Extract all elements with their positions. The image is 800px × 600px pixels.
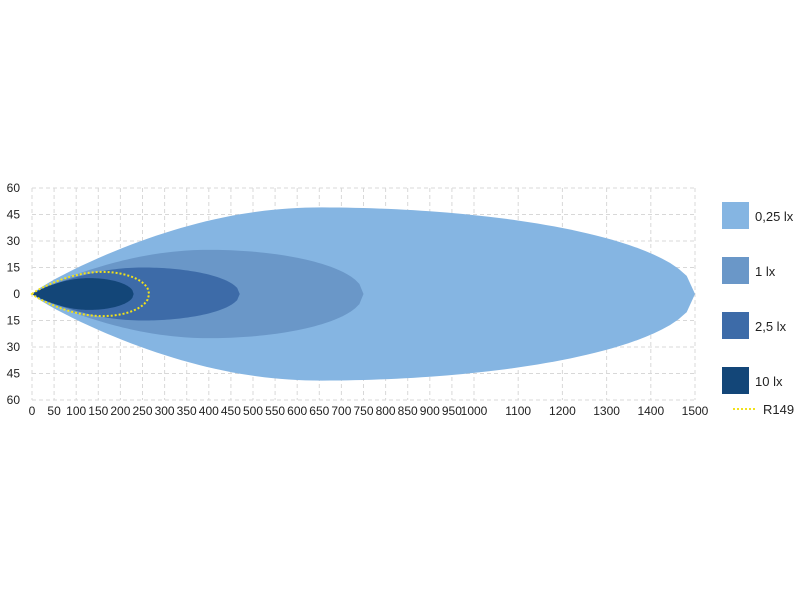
legend-label: 1 lx xyxy=(755,264,776,279)
x-tick-label: 50 xyxy=(47,404,61,418)
x-tick-label: 1400 xyxy=(637,404,664,418)
y-tick-label: 45 xyxy=(7,208,21,222)
x-tick-label: 1000 xyxy=(461,404,488,418)
x-tick-label: 650 xyxy=(309,404,329,418)
x-tick-label: 950 xyxy=(442,404,462,418)
x-tick-label: 300 xyxy=(155,404,175,418)
x-tick-label: 100 xyxy=(66,404,86,418)
legend-swatch xyxy=(722,202,749,229)
x-tick-label: 750 xyxy=(353,404,373,418)
isolux-zone-3 xyxy=(32,278,134,310)
x-tick-label: 400 xyxy=(199,404,219,418)
x-tick-label: 1200 xyxy=(549,404,576,418)
y-tick-label: 60 xyxy=(7,181,21,195)
x-tick-label: 700 xyxy=(331,404,351,418)
x-tick-label: 350 xyxy=(177,404,197,418)
x-tick-label: 1300 xyxy=(593,404,620,418)
x-tick-label: 800 xyxy=(376,404,396,418)
legend-swatch xyxy=(722,367,749,394)
y-tick-label: 30 xyxy=(7,234,21,248)
x-tick-label: 450 xyxy=(221,404,241,418)
x-tick-label: 1500 xyxy=(682,404,709,418)
y-tick-label: 0 xyxy=(13,287,20,301)
legend-label: 10 lx xyxy=(755,374,783,389)
legend-label: 2,5 lx xyxy=(755,319,787,334)
x-tick-label: 150 xyxy=(88,404,108,418)
y-tick-label: 15 xyxy=(7,314,21,328)
legend-label: 0,25 lx xyxy=(755,209,794,224)
x-tick-label: 600 xyxy=(287,404,307,418)
y-tick-label: 15 xyxy=(7,261,21,275)
legend-swatch xyxy=(722,312,749,339)
y-tick-label: 60 xyxy=(7,393,21,407)
x-tick-label: 500 xyxy=(243,404,263,418)
x-tick-label: 250 xyxy=(132,404,152,418)
legend-swatch xyxy=(722,257,749,284)
y-tick-label: 45 xyxy=(7,367,21,381)
legend-label: R149 xyxy=(763,402,794,417)
x-tick-label: 1100 xyxy=(505,404,531,418)
x-tick-label: 850 xyxy=(398,404,418,418)
y-tick-label: 30 xyxy=(7,340,21,354)
x-tick-label: 550 xyxy=(265,404,285,418)
x-tick-label: 0 xyxy=(29,404,36,418)
x-tick-label: 900 xyxy=(420,404,440,418)
x-tick-label: 200 xyxy=(110,404,130,418)
